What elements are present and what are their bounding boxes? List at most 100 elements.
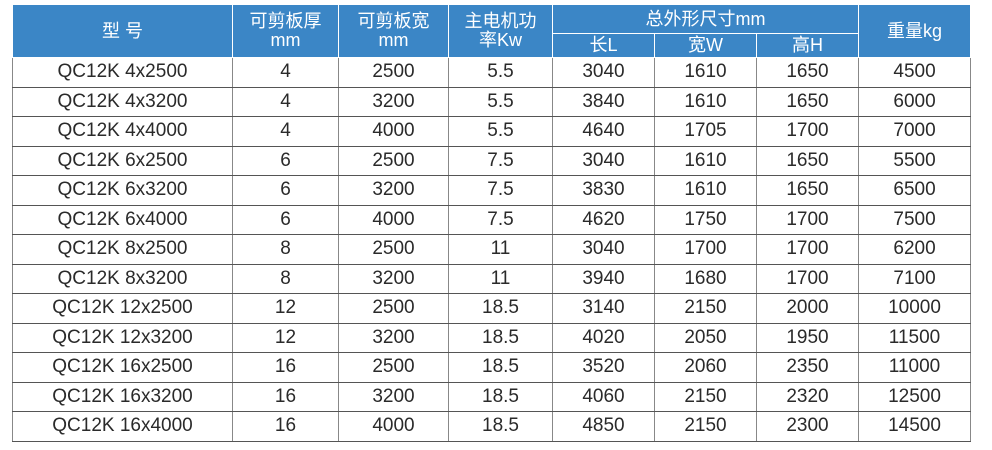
value-cell: 12500 bbox=[858, 382, 972, 412]
value-cell: 16 bbox=[232, 352, 339, 383]
table-row: QC12K 12x3200 12 3200 18.5 4020 2050 1950 11500 bbox=[12, 323, 972, 353]
value-cell: 1650 bbox=[755, 146, 860, 176]
table-row: QC12K 8x3200 8 3200 11 3940 1680 1700 7100 bbox=[12, 264, 972, 294]
value-cell: 6 bbox=[232, 146, 339, 176]
value-cell: 10000 bbox=[858, 293, 972, 324]
value-cell: 7500 bbox=[858, 205, 972, 235]
value-cell: 18.5 bbox=[448, 382, 553, 412]
value-cell: 2350 bbox=[755, 352, 860, 383]
value-cell: 3040 bbox=[552, 57, 655, 88]
model-cell: QC12K 4x4000 bbox=[12, 116, 233, 147]
value-cell: 1700 bbox=[654, 234, 757, 265]
model-cell: QC12K 4x2500 bbox=[12, 57, 233, 88]
header-cell: 重量kg bbox=[858, 4, 972, 58]
value-cell: 1650 bbox=[755, 175, 860, 206]
value-cell: 4020 bbox=[552, 323, 655, 353]
value-cell: 3140 bbox=[552, 293, 655, 324]
value-cell: 4620 bbox=[552, 205, 655, 235]
value-cell: 3040 bbox=[552, 234, 655, 265]
value-cell: 12 bbox=[232, 323, 339, 353]
table-row: QC12K 4x2500 4 2500 5.5 3040 1610 1650 4500 bbox=[12, 57, 972, 88]
value-cell: 16 bbox=[232, 411, 339, 442]
value-cell: 3040 bbox=[552, 146, 655, 176]
value-cell: 1705 bbox=[654, 116, 757, 147]
header-sub-cell: 宽W bbox=[654, 33, 757, 58]
model-cell: QC12K 12x2500 bbox=[12, 293, 233, 324]
table-row: QC12K 16x2500 16 2500 18.5 3520 2060 2350 11000 bbox=[12, 352, 972, 383]
header-row: 型 号 可剪板厚 mm 可剪板宽 mm 主电机功 率Kw 总外形尺寸mm 重量k… bbox=[12, 4, 972, 58]
value-cell: 4000 bbox=[338, 116, 449, 147]
spec-table: 型 号 可剪板厚 mm 可剪板宽 mm 主电机功 率Kw 总外形尺寸mm 重量k… bbox=[12, 4, 972, 442]
value-cell: 4640 bbox=[552, 116, 655, 147]
value-cell: 2050 bbox=[654, 323, 757, 353]
table-row: QC12K 16x4000 16 4000 18.5 4850 2150 2300 14500 bbox=[12, 411, 972, 442]
value-cell: 2150 bbox=[654, 382, 757, 412]
value-cell: 8 bbox=[232, 234, 339, 265]
value-cell: 2150 bbox=[654, 411, 757, 442]
header-cell: 可剪板厚 mm bbox=[232, 4, 339, 58]
table-row: QC12K 12x2500 12 2500 18.5 3140 2150 2000 10000 bbox=[12, 293, 972, 324]
value-cell: 2300 bbox=[755, 411, 860, 442]
value-cell: 1680 bbox=[654, 264, 757, 294]
value-cell: 3200 bbox=[338, 264, 449, 294]
value-cell: 1700 bbox=[755, 264, 860, 294]
model-cell: QC12K 8x2500 bbox=[12, 234, 233, 265]
value-cell: 4 bbox=[232, 57, 339, 88]
value-cell: 2500 bbox=[338, 57, 449, 88]
value-cell: 18.5 bbox=[448, 293, 553, 324]
model-cell: QC12K 6x4000 bbox=[12, 205, 233, 235]
value-cell: 4000 bbox=[338, 205, 449, 235]
value-cell: 7100 bbox=[858, 264, 972, 294]
table-header: 型 号 可剪板厚 mm 可剪板宽 mm 主电机功 率Kw 总外形尺寸mm 重量k… bbox=[12, 4, 972, 58]
value-cell: 1610 bbox=[654, 146, 757, 176]
header-row: 长L 宽W 高H bbox=[13, 33, 971, 58]
value-cell: 6200 bbox=[858, 234, 972, 265]
value-cell: 2500 bbox=[338, 234, 449, 265]
value-cell: 14500 bbox=[858, 411, 972, 442]
value-cell: 3840 bbox=[552, 87, 655, 117]
value-cell: 1650 bbox=[755, 87, 860, 117]
header-sub-cell: 高H bbox=[755, 33, 860, 58]
value-cell: 1610 bbox=[654, 175, 757, 206]
header-cell: 主电机功 率Kw bbox=[448, 4, 553, 58]
value-cell: 3200 bbox=[338, 87, 449, 117]
value-cell: 5.5 bbox=[448, 57, 553, 88]
value-cell: 3940 bbox=[552, 264, 655, 294]
value-cell: 6500 bbox=[858, 175, 972, 206]
value-cell: 1750 bbox=[654, 205, 757, 235]
table-body: QC12K 4x2500 4 2500 5.5 3040 1610 1650 4500 QC12… bbox=[12, 57, 972, 442]
model-cell: QC12K 16x3200 bbox=[12, 382, 233, 412]
value-cell: 3520 bbox=[552, 352, 655, 383]
value-cell: 8 bbox=[232, 264, 339, 294]
value-cell: 1700 bbox=[755, 116, 860, 147]
value-cell: 4 bbox=[232, 116, 339, 147]
value-cell: 5500 bbox=[858, 146, 972, 176]
value-cell: 3200 bbox=[338, 382, 449, 412]
value-cell: 4060 bbox=[552, 382, 655, 412]
value-cell: 4 bbox=[232, 87, 339, 117]
value-cell: 3200 bbox=[338, 175, 449, 206]
model-cell: QC12K 4x3200 bbox=[12, 87, 233, 117]
value-cell: 6000 bbox=[858, 87, 972, 117]
header-sub-cell: 长L bbox=[552, 33, 655, 58]
value-cell: 6 bbox=[232, 175, 339, 206]
table-row: QC12K 6x3200 6 3200 7.5 3830 1610 1650 6500 bbox=[12, 175, 972, 206]
model-cell: QC12K 6x2500 bbox=[12, 146, 233, 176]
value-cell: 2500 bbox=[338, 293, 449, 324]
value-cell: 16 bbox=[232, 382, 339, 412]
table-row: QC12K 6x2500 6 2500 7.5 3040 1610 1650 5500 bbox=[12, 146, 972, 176]
value-cell: 18.5 bbox=[448, 411, 553, 442]
value-cell: 6 bbox=[232, 205, 339, 235]
table-row: QC12K 4x4000 4 4000 5.5 4640 1705 1700 7000 bbox=[12, 116, 972, 147]
value-cell: 4850 bbox=[552, 411, 655, 442]
model-cell: QC12K 16x2500 bbox=[12, 352, 233, 383]
table-row: QC12K 8x2500 8 2500 11 3040 1700 1700 6200 bbox=[12, 234, 972, 265]
model-cell: QC12K 6x3200 bbox=[12, 175, 233, 206]
value-cell: 7.5 bbox=[448, 175, 553, 206]
header-cell: 型 号 bbox=[12, 4, 233, 58]
value-cell: 11000 bbox=[858, 352, 972, 383]
table-row: QC12K 4x3200 4 3200 5.5 3840 1610 1650 6000 bbox=[12, 87, 972, 117]
value-cell: 7.5 bbox=[448, 205, 553, 235]
value-cell: 2000 bbox=[755, 293, 860, 324]
